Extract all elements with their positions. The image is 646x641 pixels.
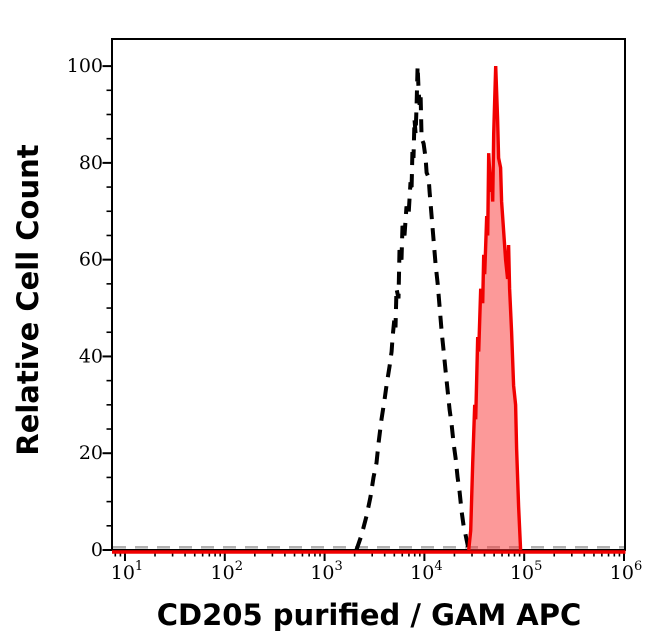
y-tick-label: 80	[79, 152, 103, 174]
black-dashed-histogram-curve	[354, 66, 471, 551]
x-tick-exponent: 6	[634, 559, 642, 574]
y-tick-label: 0	[91, 539, 103, 561]
x-tick-exponent: 4	[434, 559, 442, 574]
x-tick-exponent: 5	[534, 559, 542, 574]
x-tick-label: 103	[310, 559, 342, 584]
red-histogram-outline	[467, 66, 523, 551]
y-axis-ticks	[102, 65, 111, 551]
x-tick-label: 101	[111, 559, 143, 584]
x-tick-exponent: 3	[335, 559, 343, 574]
y-tick-label: 60	[79, 249, 103, 271]
y-axis-tick-labels: 0 20 40 60 80 100	[67, 55, 103, 561]
plot-frame	[111, 38, 626, 551]
x-tick-exponent: 1	[135, 559, 143, 574]
y-tick-label: 40	[79, 345, 103, 367]
red-histogram-fill	[468, 66, 521, 550]
x-tick-label: 105	[510, 559, 542, 584]
x-axis-tick-labels: 101 102 103 104 105 106	[111, 559, 642, 584]
x-axis-title: CD205 purified / GAM APC	[157, 598, 582, 632]
x-tick-label: 104	[410, 559, 442, 584]
y-tick-label: 100	[67, 55, 103, 77]
x-tick-label: 102	[211, 559, 243, 584]
x-tick-label: 106	[610, 559, 642, 584]
y-axis-title: Relative Cell Count	[11, 144, 45, 455]
x-tick-exponent: 2	[235, 559, 243, 574]
y-tick-label: 20	[79, 442, 103, 464]
